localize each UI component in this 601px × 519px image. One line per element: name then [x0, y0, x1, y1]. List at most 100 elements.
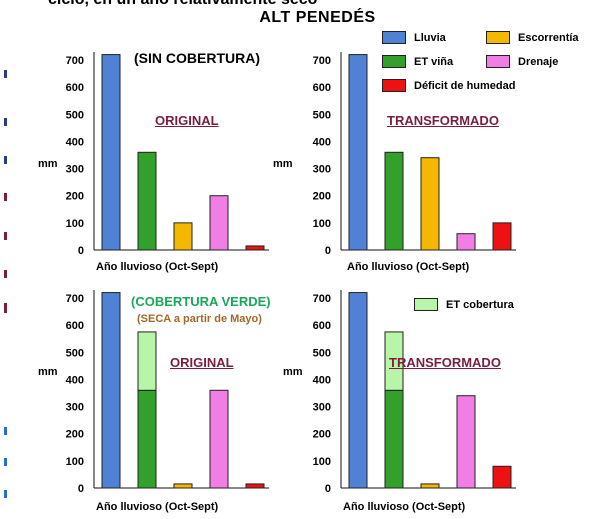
chart-top-left-bar-drenaje	[209, 195, 229, 251]
chart-bottom-right-ytick-700: 700	[313, 293, 331, 305]
chart-top-left-ytick-200: 200	[66, 191, 84, 203]
chart-top-right-bar-escorrentia	[420, 157, 440, 251]
chart-top-right-ytick-200: 200	[313, 191, 331, 203]
legend-label-lluvia: Lluvia	[414, 31, 446, 44]
legend-top: Lluvia Escorrentía ET viña Drenaje Défic…	[382, 28, 601, 98]
chart-bottom-right-bar-et-vina	[384, 389, 404, 489]
chart-top-right-bar-deficit	[492, 222, 512, 251]
chart-top-right-bar-lluvia	[348, 54, 368, 251]
annotation-cobertura-verde: (COBERTURA VERDE)	[131, 294, 271, 309]
chart-top-left-ytick-400: 400	[66, 136, 84, 148]
chart-bottom-left-svg: 0 100 200 300 400 500 600 700	[66, 290, 269, 495]
legend-item-lluvia: Lluvia	[382, 31, 446, 44]
chart-top-left-ytick-100: 100	[66, 218, 84, 230]
chart-top-left-bar-deficit	[245, 245, 265, 251]
chart-top-left-ylabel: mm	[38, 158, 58, 170]
chart-bottom-left-ytick-0: 0	[78, 483, 84, 495]
chart-top-left-bar-et-vina	[137, 151, 157, 251]
legend-label-drenaje: Drenaje	[518, 55, 559, 68]
legend-label-et-cobertura: ET cobertura	[446, 298, 514, 311]
chart-top-right-bar-et-vina	[384, 151, 404, 251]
chart-bottom-right-bar-lluvia	[348, 292, 368, 489]
chart-top-right-bar-drenaje	[456, 233, 476, 251]
chart-bottom-right-ytick-200: 200	[313, 429, 331, 441]
chart-top-right: 0 100 200 300 400 500 600 700 mm TRANSFORMADO A…	[273, 40, 567, 273]
chart-top-left-title: ORIGINAL	[155, 113, 219, 128]
chart-bottom-left-bar-escorrentia	[173, 483, 193, 489]
left-edge-marks-svg	[4, 70, 7, 498]
chart-top-right-ytick-600: 600	[313, 82, 331, 94]
legend-swatch-et-cobertura	[414, 298, 438, 311]
chart-bottom-right-title: TRANSFORMADO	[389, 355, 501, 370]
legend-swatch-et-vina	[382, 55, 406, 68]
chart-top-right-ytick-500: 500	[313, 109, 331, 121]
chart-bottom-left-ytick-600: 600	[66, 320, 84, 332]
chart-bottom-right-ytick-400: 400	[313, 374, 331, 386]
legend-item-escorrentia: Escorrentía	[486, 31, 579, 44]
legend-label-escorrentia: Escorrentía	[518, 31, 579, 44]
chart-bottom-right-svg: 0 100 200 300 400 500 600 700	[313, 290, 516, 495]
chart-top-left-xlabel: Año lluvioso (Oct-Sept)	[96, 261, 219, 273]
legend-swatch-deficit	[382, 79, 406, 92]
page-title: ALT PENEDÉS	[0, 9, 601, 27]
chart-top-right-ylabel: mm	[273, 158, 293, 170]
legend-item-et-cobertura: ET cobertura	[414, 298, 514, 311]
legend-item-et-vina: ET viña	[382, 55, 453, 68]
chart-top-left-ytick-600: 600	[66, 82, 84, 94]
annotation-sin-cobertura: (SIN COBERTURA)	[134, 50, 260, 66]
chart-bottom-left-bar-drenaje	[209, 389, 229, 489]
chart-bottom-left-ytick-300: 300	[66, 402, 84, 414]
annotation-seca: (SECA a partir de Mayo)	[137, 313, 262, 325]
chart-bottom-left-ytick-100: 100	[66, 456, 84, 468]
legend-label-deficit: Déficit de humedad	[414, 79, 516, 92]
chart-bottom-left-bar-et-vina	[137, 389, 157, 489]
chart-bottom-left-ytick-500: 500	[66, 347, 84, 359]
page-title-text: ALT PENEDÉS	[259, 9, 376, 26]
legend-label-et-vina: ET viña	[414, 55, 454, 68]
chart-top-right-title: TRANSFORMADO	[387, 113, 499, 128]
chart-top-right-ytick-300: 300	[313, 164, 331, 176]
chart-top-right-ytick-0: 0	[325, 245, 331, 257]
chart-top-left-ytick-500: 500	[66, 109, 84, 121]
chart-bottom-left-xlabel: Año lluvioso (Oct-Sept)	[96, 501, 219, 513]
chart-bottom-left-ytick-200: 200	[66, 429, 84, 441]
chart-top-left: 0 100 200 300 400 500 600 700 mm ORIGINAL Año l…	[30, 40, 320, 273]
legend-item-deficit: Déficit de humedad	[382, 79, 515, 92]
chart-bottom-right-ylabel: mm	[283, 366, 303, 378]
chart-top-right-ytick-700: 700	[313, 55, 331, 67]
chart-top-left-bar-lluvia	[101, 54, 121, 251]
legend-swatch-escorrentia	[486, 31, 510, 44]
chart-bottom-right-ytick-600: 600	[313, 320, 331, 332]
chart-top-right-ytick-400: 400	[313, 136, 331, 148]
chart-bottom-right-bar-deficit	[492, 465, 512, 489]
chart-bottom-left-bar-lluvia	[101, 292, 121, 489]
chart-bottom-right-ytick-100: 100	[313, 456, 331, 468]
chart-bottom-right-xlabel: Año lluvioso (Oct-Sept)	[343, 501, 466, 513]
chart-top-left-svg: 0 100 200 300 400 500 600 700	[66, 52, 269, 257]
chart-top-left-ytick-0: 0	[78, 245, 84, 257]
legend-swatch-drenaje	[486, 55, 510, 68]
legend-item-drenaje: Drenaje	[486, 55, 558, 68]
left-edge-marks	[0, 0, 16, 514]
chart-bottom-right-ytick-0: 0	[325, 483, 331, 495]
legend-swatch-lluvia	[382, 31, 406, 44]
chart-bottom-right-bar-drenaje	[456, 395, 476, 489]
chart-bottom-left-ytick-700: 700	[66, 293, 84, 305]
chart-bottom-left: 0 100 200 300 400 500 600 700 mm ORIGINAL Año l…	[30, 282, 320, 513]
chart-bottom-left-bar-et-cobertura	[137, 331, 157, 391]
chart-bottom-right-bar-et-cobertura	[384, 331, 404, 391]
chart-bottom-right-bar-escorrentia	[420, 483, 440, 489]
chart-bottom-left-ylabel: mm	[38, 366, 58, 378]
chart-top-left-ytick-300: 300	[66, 164, 84, 176]
chart-top-right-xlabel: Año lluvioso (Oct-Sept)	[347, 261, 470, 273]
chart-bottom-right-ytick-500: 500	[313, 347, 331, 359]
chart-top-right-svg: 0 100 200 300 400 500 600 700	[313, 52, 516, 257]
chart-bottom-left-bar-deficit	[245, 483, 265, 489]
header-cut-text: ciclo, en un año relativamente seco	[48, 0, 317, 9]
chart-top-left-ytick-700: 700	[66, 55, 84, 67]
chart-top-right-ytick-100: 100	[313, 218, 331, 230]
chart-bottom-right-ytick-300: 300	[313, 402, 331, 414]
chart-top-left-bar-escorrentia	[173, 222, 193, 251]
chart-bottom-left-title: ORIGINAL	[170, 355, 234, 370]
chart-bottom-left-ytick-400: 400	[66, 374, 84, 386]
